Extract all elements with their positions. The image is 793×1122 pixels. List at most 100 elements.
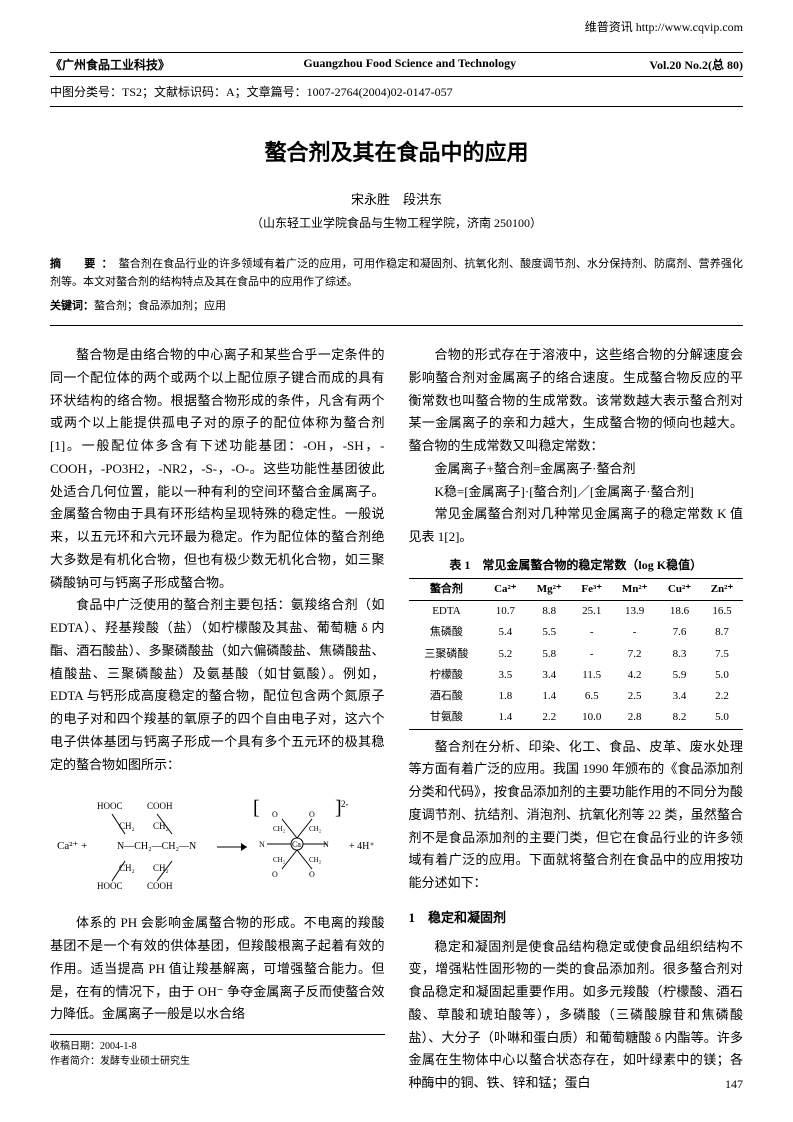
- table-cell: 柠檬酸: [409, 665, 485, 686]
- abstract: 摘 要：螯合剂在食品行业的许多领域有着广泛的应用，可用作稳定和凝固剂、抗氧化剂、…: [50, 256, 743, 291]
- equation-2: K稳=[金属离子]·[螯合剂]／[金属离子·螯合剂]: [409, 481, 744, 504]
- svg-text:CH₂: CH₂: [273, 825, 286, 833]
- table-row: 焦磷酸5.45.5--7.68.7: [409, 622, 744, 643]
- table-cell: 1.8: [484, 686, 526, 707]
- table-cell: 8.3: [658, 644, 701, 665]
- table-cell: 7.6: [658, 622, 701, 643]
- th-fe: Fe³⁺: [572, 578, 611, 600]
- top-link: 维普资讯 http://www.cqvip.com: [585, 18, 743, 35]
- table-cell: 3.4: [526, 665, 572, 686]
- table-cell: 甘氨酸: [409, 707, 485, 729]
- svg-text:N: N: [323, 840, 329, 849]
- affiliation: （山东轻工业学院食品与生物工程学院，济南 250100）: [50, 214, 743, 231]
- table-cell: 5.4: [484, 622, 526, 643]
- table-row: 酒石酸1.81.46.52.53.42.2: [409, 686, 744, 707]
- th-mg: Mg²⁺: [526, 578, 572, 600]
- svg-text:CH₂: CH₂: [273, 856, 286, 864]
- table-cell: 焦磷酸: [409, 622, 485, 643]
- author-bio: 作者简介：发酵专业硕士研究生: [50, 1054, 385, 1069]
- table-row: EDTA10.78.825.113.918.616.5: [409, 601, 744, 623]
- svg-text:[: [: [253, 797, 260, 819]
- table-cell: 4.2: [611, 665, 658, 686]
- table-cell: 10.0: [572, 707, 611, 729]
- body-content: 螯合物是由络合物的中心离子和某些合乎一定条件的同一个配位体的两个或两个以上配位原…: [50, 344, 743, 1095]
- keywords: 关键词：螯合剂；食品添加剂；应用: [50, 297, 743, 326]
- article-title: 螯合剂及其在食品中的应用: [50, 135, 743, 167]
- table-cell: 1.4: [484, 707, 526, 729]
- edta-structure-svg: Ca²⁺ + HOOC HOOC COOH COOH CH₂ CH₂ N—CH₂…: [57, 789, 377, 899]
- table-cell: -: [611, 622, 658, 643]
- table-cell: EDTA: [409, 601, 485, 623]
- left-column: 螯合物是由络合物的中心离子和某些合乎一定条件的同一个配位体的两个或两个以上配位原…: [50, 344, 385, 1095]
- svg-text:N: N: [259, 840, 265, 849]
- svg-text:O: O: [309, 810, 315, 819]
- journal-cn: 《广州食品工业科技》: [50, 56, 170, 73]
- table-cell: 13.9: [611, 601, 658, 623]
- table-cell: 10.7: [484, 601, 526, 623]
- table-cell: 6.5: [572, 686, 611, 707]
- page-number: 147: [725, 1077, 743, 1092]
- table-cell: 2.2: [701, 686, 743, 707]
- svg-text:N—CH₂—CH₂—N: N—CH₂—CH₂—N: [117, 841, 196, 852]
- table-cell: 3.4: [658, 686, 701, 707]
- classification: 中图分类号：TS2；文献标识码：A；文章篇号：1007-2764(2004)02…: [50, 83, 743, 107]
- table-row: 甘氨酸1.42.210.02.88.25.0: [409, 707, 744, 729]
- svg-text:Ca: Ca: [292, 840, 301, 849]
- table-cell: 16.5: [701, 601, 743, 623]
- svg-text:O: O: [309, 870, 315, 879]
- svg-text:COOH: COOH: [147, 801, 173, 811]
- table-cell: 7.5: [701, 644, 743, 665]
- keywords-text: 螯合剂；食品添加剂；应用: [94, 300, 226, 312]
- abstract-label: 摘 要：: [50, 258, 119, 270]
- table-cell: 3.5: [484, 665, 526, 686]
- right-p4: 稳定和凝固剂是使食品结构稳定或使食品组织结构不变，增强粘性固形物的一类的食品添加…: [409, 936, 744, 1095]
- keywords-label: 关键词：: [50, 300, 94, 312]
- left-p1: 螯合物是由络合物的中心离子和某些合乎一定条件的同一个配位体的两个或两个以上配位原…: [50, 344, 385, 594]
- table-cell: 5.9: [658, 665, 701, 686]
- svg-text:CH₂: CH₂: [119, 821, 135, 831]
- table-cell: 18.6: [658, 601, 701, 623]
- left-p3: 体系的 PH 会影响金属螯合物的形成。不电离的羧酸基团不是一个有效的供体基团，但…: [50, 912, 385, 1026]
- svg-text:CH₂: CH₂: [119, 863, 135, 873]
- th-mn: Mn²⁺: [611, 578, 658, 600]
- table-cell: 8.2: [658, 707, 701, 729]
- table-caption: 表 1 常见金属螯合物的稳定常数（log K稳值）: [409, 555, 744, 576]
- svg-text:CH₂: CH₂: [309, 825, 322, 833]
- table-cell: 8.8: [526, 601, 572, 623]
- authors: 宋永胜 段洪东: [50, 189, 743, 208]
- svg-text:HOOC: HOOC: [97, 801, 123, 811]
- table-cell: 三聚磷酸: [409, 644, 485, 665]
- table-cell: 1.4: [526, 686, 572, 707]
- table-cell: 11.5: [572, 665, 611, 686]
- svg-text:2-: 2-: [341, 799, 349, 809]
- svg-text:CH₂: CH₂: [309, 856, 322, 864]
- svg-text:+ 4H⁺: + 4H⁺: [349, 841, 375, 852]
- table-cell: 5.0: [701, 707, 743, 729]
- right-column: 合物的形式存在于溶液中，这些络合物的分解速度会影响螯合剂对金属离子的络合速度。生…: [409, 344, 744, 1095]
- left-p2: 食品中广泛使用的螯合剂主要包括：氨羧络合剂（如 EDTA）、羟基羧酸（盐）（如柠…: [50, 594, 385, 776]
- table-cell: 5.8: [526, 644, 572, 665]
- right-p1: 合物的形式存在于溶液中，这些络合物的分解速度会影响螯合剂对金属离子的络合速度。生…: [409, 344, 744, 458]
- equation-1: 金属离子+螯合剂=金属离子·螯合剂: [409, 458, 744, 481]
- table-cell: 2.5: [611, 686, 658, 707]
- svg-text:O: O: [272, 870, 278, 879]
- th-chelator: 螯合剂: [409, 578, 485, 600]
- stability-constants-table: 螯合剂 Ca²⁺ Mg²⁺ Fe³⁺ Mn²⁺ Cu²⁺ Zn²⁺ EDTA10…: [409, 578, 744, 730]
- right-p3: 螯合剂在分析、印染、化工、食品、皮革、废水处理等方面有着广泛的应用。我国 199…: [409, 736, 744, 895]
- svg-text:COOH: COOH: [147, 881, 173, 891]
- svg-text:HOOC: HOOC: [97, 881, 123, 891]
- table-cell: 5.2: [484, 644, 526, 665]
- journal-en: Guangzhou Food Science and Technology: [303, 56, 516, 73]
- chemical-diagram: Ca²⁺ + HOOC HOOC COOH COOH CH₂ CH₂ N—CH₂…: [50, 784, 385, 904]
- table-cell: 5.0: [701, 665, 743, 686]
- table-cell: -: [572, 622, 611, 643]
- table-cell: 2.8: [611, 707, 658, 729]
- table-cell: 25.1: [572, 601, 611, 623]
- svg-text:O: O: [272, 810, 278, 819]
- receipt-date: 收稿日期：2004-1-8: [50, 1039, 385, 1054]
- th-zn: Zn²⁺: [701, 578, 743, 600]
- volume-info: Vol.20 No.2(总 80): [649, 56, 743, 73]
- abstract-text: 螯合剂在食品行业的许多领域有着广泛的应用，可用作稳定和凝固剂、抗氧化剂、酸度调节…: [50, 258, 743, 288]
- svg-text:Ca²⁺ +: Ca²⁺ +: [57, 840, 87, 852]
- footnotes: 收稿日期：2004-1-8 作者简介：发酵专业硕士研究生: [50, 1034, 385, 1069]
